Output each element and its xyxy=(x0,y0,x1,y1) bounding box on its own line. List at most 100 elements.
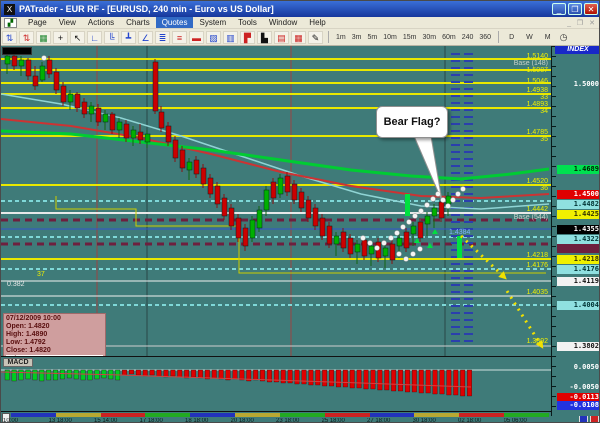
levels-icon[interactable]: ▤ xyxy=(274,30,289,44)
axis-price-badge: 1.4500 xyxy=(557,190,599,199)
axis-plain-label: 1.5000 xyxy=(573,80,599,88)
channel-icon[interactable]: ╚ xyxy=(104,30,119,44)
timeframe-1m[interactable]: 1m xyxy=(336,33,346,41)
axis-price-badge: 1.4689 xyxy=(557,165,599,174)
timeframe-10m[interactable]: 10m xyxy=(383,33,397,41)
session-segment xyxy=(11,413,56,417)
svg-text:1.5046: 1.5046 xyxy=(527,78,549,85)
timeframe-30m[interactable]: 30m xyxy=(422,33,437,41)
hline-icon[interactable]: ┻ xyxy=(121,30,136,44)
menu-item-quotes[interactable]: Quotes xyxy=(155,17,194,28)
axis-price-badge: 1.4482 xyxy=(557,200,599,209)
trendline-icon[interactable]: ∟ xyxy=(87,30,102,44)
histogram-icon[interactable]: ▙ xyxy=(257,30,272,44)
axis-price-badge: 1.3802 xyxy=(557,342,599,351)
svg-text:Base (544): Base (544) xyxy=(514,214,548,221)
timeframe-15m[interactable]: 15m xyxy=(402,33,417,41)
time-axis[interactable]: 10:00 13 18:00 15 14:00 17 18:00 18 18:00 20 … xyxy=(1,411,599,423)
restore-button[interactable]: ❐ xyxy=(568,3,582,15)
svg-text:1.4442: 1.4442 xyxy=(527,206,549,213)
session-segment xyxy=(279,413,325,417)
compare-icon[interactable]: ▛ xyxy=(240,30,255,44)
session-segment xyxy=(369,413,415,417)
bars-icon[interactable]: ≡ xyxy=(172,30,187,44)
axis-price-badge: 1.4004 xyxy=(557,301,599,310)
svg-text:1.5087: 1.5087 xyxy=(527,67,549,74)
grid-icon[interactable]: ▦ xyxy=(291,30,306,44)
timeframe-5m[interactable]: 5m xyxy=(367,33,378,41)
menu-item-actions[interactable]: Actions xyxy=(87,18,115,27)
info-date: 07/12/2009 10:00 xyxy=(6,315,61,322)
bear-flag-callout[interactable]: Bear Flag? xyxy=(376,106,448,138)
fib-icon[interactable]: ≣ xyxy=(155,30,170,44)
svg-text:0.382: 0.382 xyxy=(7,281,25,288)
price-axis[interactable]: INDEX 1.5000 0.0050 -0.0050 1.4689 1.4500 1.4… xyxy=(551,46,599,416)
time-label: 05 06:00 xyxy=(503,418,527,423)
svg-text:36: 36 xyxy=(540,185,548,192)
menu-item-system[interactable]: System xyxy=(199,18,227,27)
session-segment xyxy=(459,413,505,417)
time-label: 02 18:00 xyxy=(458,418,482,423)
menu-item-help[interactable]: Help xyxy=(309,18,326,27)
menu-item-charts[interactable]: Charts xyxy=(126,18,150,27)
session-segment xyxy=(324,413,370,417)
axis-price-badge: 1.4425 xyxy=(557,210,599,219)
draw-icon[interactable]: ✎ xyxy=(308,30,323,44)
period-w[interactable]: W xyxy=(526,33,533,41)
pointer-icon[interactable]: ↖ xyxy=(70,30,85,44)
time-label: 13 18:00 xyxy=(48,418,72,423)
close-button[interactable]: ✕ xyxy=(584,3,598,15)
time-label: 18 18:00 xyxy=(185,418,209,423)
svg-text:1.4176: 1.4176 xyxy=(527,262,549,269)
session-segment xyxy=(100,413,146,417)
axis-header: INDEX xyxy=(555,46,599,54)
session-segment xyxy=(235,413,280,417)
session-strip xyxy=(11,413,549,417)
scroll-home-box[interactable] xyxy=(2,413,10,422)
candle-icon[interactable]: ▬ xyxy=(189,30,204,44)
chart-tag xyxy=(2,47,32,55)
time-label: 30 18:00 xyxy=(412,418,436,423)
macd-canvas[interactable] xyxy=(1,357,600,411)
menu-bar: ▞ Page View Actions Charts Quotes System Tools… xyxy=(1,17,599,29)
add-icon[interactable]: + xyxy=(53,30,68,44)
period-m[interactable]: M xyxy=(544,33,551,41)
info-row: High: 1.4890 xyxy=(6,331,48,338)
menu-item-window[interactable]: Window xyxy=(268,18,298,27)
area-icon[interactable]: ▨ xyxy=(206,30,221,44)
info-row: Close: 1.4820 xyxy=(6,347,51,354)
period-d[interactable]: D xyxy=(509,33,515,41)
timeframe-60m[interactable]: 60m xyxy=(442,33,456,41)
chart-mini-icon: ▞ xyxy=(4,17,17,28)
axis-plain-label: -0.0050 xyxy=(569,383,599,391)
price-chart[interactable]: 1.5140 Base (148) 1.5087 1.5046 1.4938 33 1.48… xyxy=(1,46,600,367)
svg-text:35: 35 xyxy=(540,136,548,143)
time-label: 20 18:00 xyxy=(230,418,254,423)
svg-text:34: 34 xyxy=(540,108,548,115)
timeframe-360[interactable]: 360 xyxy=(479,33,492,41)
svg-text:33: 33 xyxy=(540,94,548,101)
axis-price-badge: 1.4218 xyxy=(557,255,599,264)
chart-image-icon[interactable]: ▦ xyxy=(36,30,51,44)
axis-price-badge: -0.0108 xyxy=(557,401,599,410)
sort-up-icon[interactable]: ⇅ xyxy=(2,30,17,44)
time-label: 25 18:00 xyxy=(321,418,345,423)
menu-item-tools[interactable]: Tools xyxy=(238,18,257,27)
volume-icon[interactable]: ▥ xyxy=(223,30,238,44)
mdi-window-controls[interactable]: _ ❐ ✕ xyxy=(567,19,597,27)
sort-down-icon[interactable]: ⇅ xyxy=(19,30,34,44)
clock-icon[interactable]: ◷ xyxy=(559,31,568,42)
menu-item-page[interactable]: Page xyxy=(28,18,47,27)
menu-item-view[interactable]: View xyxy=(58,18,76,27)
timeframe-3m[interactable]: 3m xyxy=(351,33,362,41)
ohlc-info-panel: 07/12/2009 10:00 Open: 1.4820 High: 1.489… xyxy=(3,313,106,364)
title-bar[interactable]: X PATrader - EUR RF - [EURUSD, 240 min -… xyxy=(1,1,599,17)
session-segment xyxy=(414,413,460,417)
angle-icon[interactable]: ∠ xyxy=(138,30,153,44)
time-label: 27 18:00 xyxy=(367,418,391,423)
timeframe-240[interactable]: 240 xyxy=(461,33,474,41)
info-row: Low: 1.4792 xyxy=(6,339,46,346)
minimize-button[interactable]: _ xyxy=(552,3,566,15)
macd-pane[interactable] xyxy=(1,356,600,411)
